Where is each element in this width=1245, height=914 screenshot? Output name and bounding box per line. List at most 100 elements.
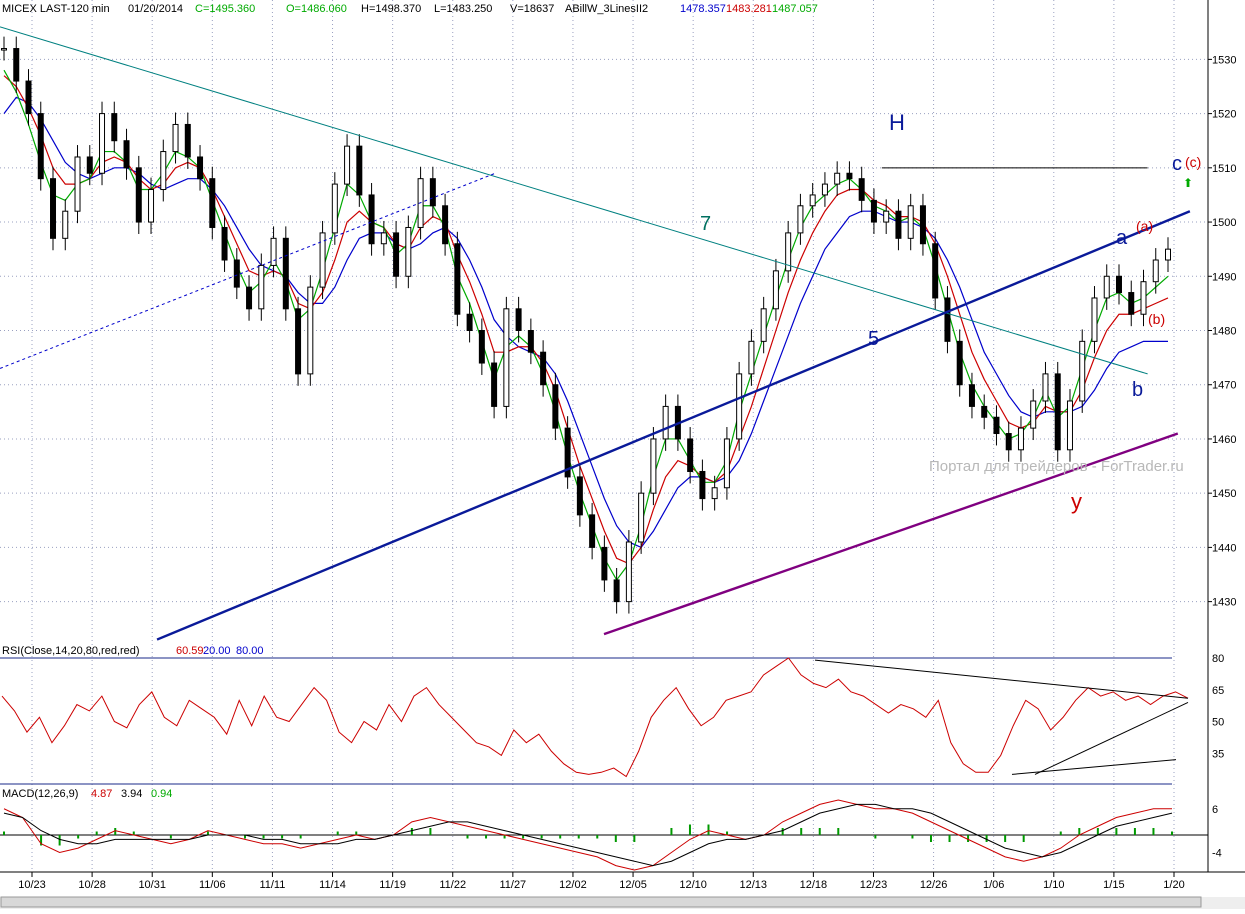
candle-body (601, 546, 608, 581)
candle-body (1165, 248, 1171, 261)
candle-body (25, 80, 32, 115)
candle-body (454, 243, 461, 315)
candle-body (1042, 373, 1049, 402)
annotation-b-paren: (b) (1148, 311, 1165, 327)
candles-layer (1, 36, 1171, 614)
candle-body (1128, 292, 1135, 315)
y-tick-label: 1480 (1212, 326, 1236, 338)
candle-body (62, 210, 69, 239)
rsi-line (1, 657, 1189, 778)
blue-line-value: 1478.357 (680, 3, 726, 15)
candle-body (711, 487, 718, 500)
x-tick-label: 11/11 (259, 879, 285, 891)
macd-layer: -4 6 (0, 799, 1222, 871)
candle-body (344, 145, 351, 185)
candle-body (809, 194, 816, 207)
candle-body (197, 156, 204, 180)
rsi-name: RSI(Close,14,20,80,red,red) (2, 645, 140, 657)
candle-body (503, 308, 510, 407)
red-line-value: 1483.281 (726, 3, 772, 15)
rsi-tick-label: 80 (1212, 653, 1224, 665)
y-tick-label: 1510 (1212, 163, 1236, 175)
horizontal-scrollbar (0, 896, 1202, 908)
x-tick-label: 12/10 (679, 879, 707, 891)
candle-body (160, 151, 167, 191)
rsi-trendline-rising (1034, 701, 1189, 775)
candle-body (1, 48, 7, 51)
candle-body (282, 237, 289, 310)
macd-signal: 3.94 (121, 788, 142, 800)
candle-body (1017, 427, 1024, 451)
candle-body (956, 340, 963, 386)
candle-body (491, 362, 498, 407)
annotation-7: 7 (700, 213, 711, 235)
candle-body (1152, 259, 1159, 283)
candle-body (687, 438, 694, 472)
candle-body (319, 232, 326, 288)
macd-name: MACD(12,26,9) (2, 788, 78, 800)
y-tick-label: 1440 (1212, 542, 1236, 554)
rsi-high: 80.00 (236, 645, 264, 657)
rsi-tick-label: 50 (1212, 717, 1224, 729)
candle-body (135, 167, 142, 223)
candle-body (1054, 373, 1061, 451)
candle-body (270, 237, 277, 266)
candle-body (895, 210, 902, 239)
candle-body (258, 264, 265, 310)
candle-body (515, 308, 522, 331)
x-tick-label: 1/10 (1043, 879, 1064, 891)
candle-body (638, 492, 645, 543)
candle-body (1066, 400, 1073, 451)
candle-body (1140, 281, 1147, 315)
y-tick-label: 1460 (1212, 434, 1236, 446)
x-tick-label: 1/06 (983, 879, 1004, 891)
trendline-7 (0, 26, 1148, 375)
date-label: 01/20/2014 (128, 3, 183, 15)
candle-body (368, 194, 375, 245)
candle-body (736, 373, 743, 440)
macd-value: 4.87 (91, 788, 112, 800)
candle-body (442, 205, 449, 245)
annotation-b: b (1132, 379, 1143, 401)
high-label: H=1498.370 (361, 3, 421, 15)
arrow-up-icon: ⬆ (1183, 176, 1193, 190)
x-tick-label: 11/27 (499, 879, 526, 891)
x-tick-label: 12/26 (920, 879, 948, 891)
candle-body (772, 270, 779, 310)
candle-body (356, 145, 363, 196)
x-tick-label: 10/31 (138, 879, 166, 891)
candle-body (111, 113, 118, 142)
candle-body (723, 438, 730, 489)
annotation-y: y (1071, 489, 1082, 514)
y-tick-label: 1470 (1212, 380, 1236, 392)
candle-body (429, 178, 436, 207)
symbol-label: MICEX LAST-120 min (2, 3, 110, 15)
candle-body (74, 156, 81, 212)
trendlines-layer (0, 26, 1191, 641)
candle-body (1103, 275, 1110, 299)
candle-body (993, 416, 1000, 435)
rsi-tick-label: 65 (1212, 685, 1224, 697)
candle-body (209, 178, 216, 228)
volume-label: V=18637 (510, 3, 554, 15)
y-tick-label: 1490 (1212, 271, 1236, 283)
candle-body (662, 405, 669, 440)
x-tick-label: 10/23 (18, 879, 46, 891)
trendline-support (603, 432, 1179, 636)
x-tick-label: 11/22 (439, 879, 466, 891)
rsi-trendline-bottom (1011, 759, 1177, 775)
candle-body (650, 438, 657, 494)
candle-body (221, 226, 228, 261)
candle-body (576, 476, 583, 516)
candle-body (50, 178, 57, 239)
y-tick-label: 1530 (1212, 54, 1236, 66)
candle-body (589, 514, 596, 548)
macd-tick-label: -4 (1212, 848, 1222, 860)
x-tick-label: 12/02 (559, 879, 587, 891)
y-tick-label: 1500 (1212, 217, 1236, 229)
candle-body (932, 243, 939, 299)
candle-body (785, 232, 792, 272)
x-tick-label: 12/18 (800, 879, 828, 891)
candle-body (123, 140, 130, 169)
